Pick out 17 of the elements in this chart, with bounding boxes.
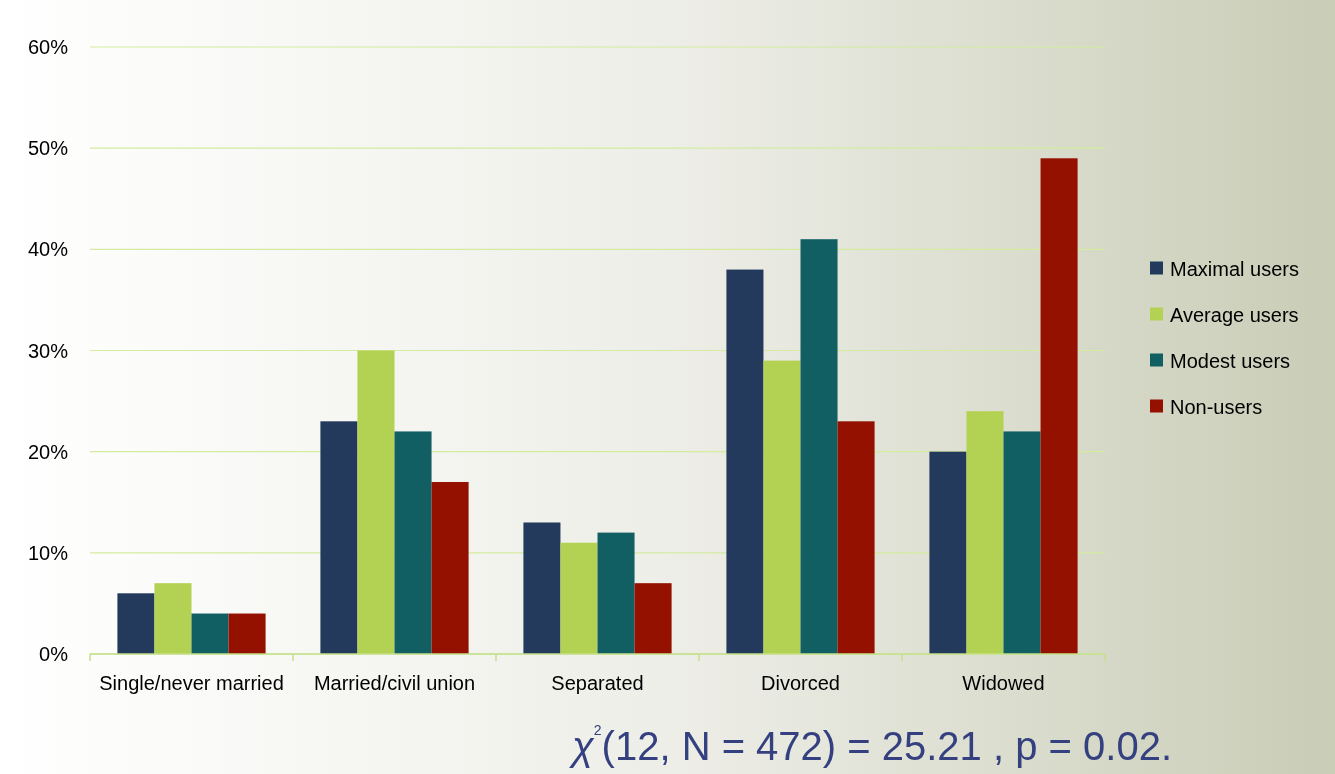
y-tick-label: 20% [27,440,69,463]
y-tick-label: 0% [39,643,69,665]
legend-label: Non-users [1170,395,1263,418]
y-tick-label: 50% [27,137,69,160]
legend-label: Maximal users [1170,257,1299,280]
y-tick-label: 10% [27,541,69,564]
y-tick-label: 30% [27,339,69,362]
text: χ$^{2}$(12, N = 472) = 25.21 , p = 0.02. [568,721,1172,768]
x-tick-label: Separated [551,672,644,694]
x-tick-label: Widowed [962,672,1045,694]
x-tick-label: Married/civil union [313,672,476,694]
legend-label: Average users [1170,303,1299,326]
x-tick-label: Divorced [761,672,840,694]
y-tick-label: 60% [27,36,69,58]
legend-label: Modest users [1170,349,1291,372]
x-tick-label: Single/never married [99,672,284,694]
y-tick-label: 40% [27,238,69,261]
